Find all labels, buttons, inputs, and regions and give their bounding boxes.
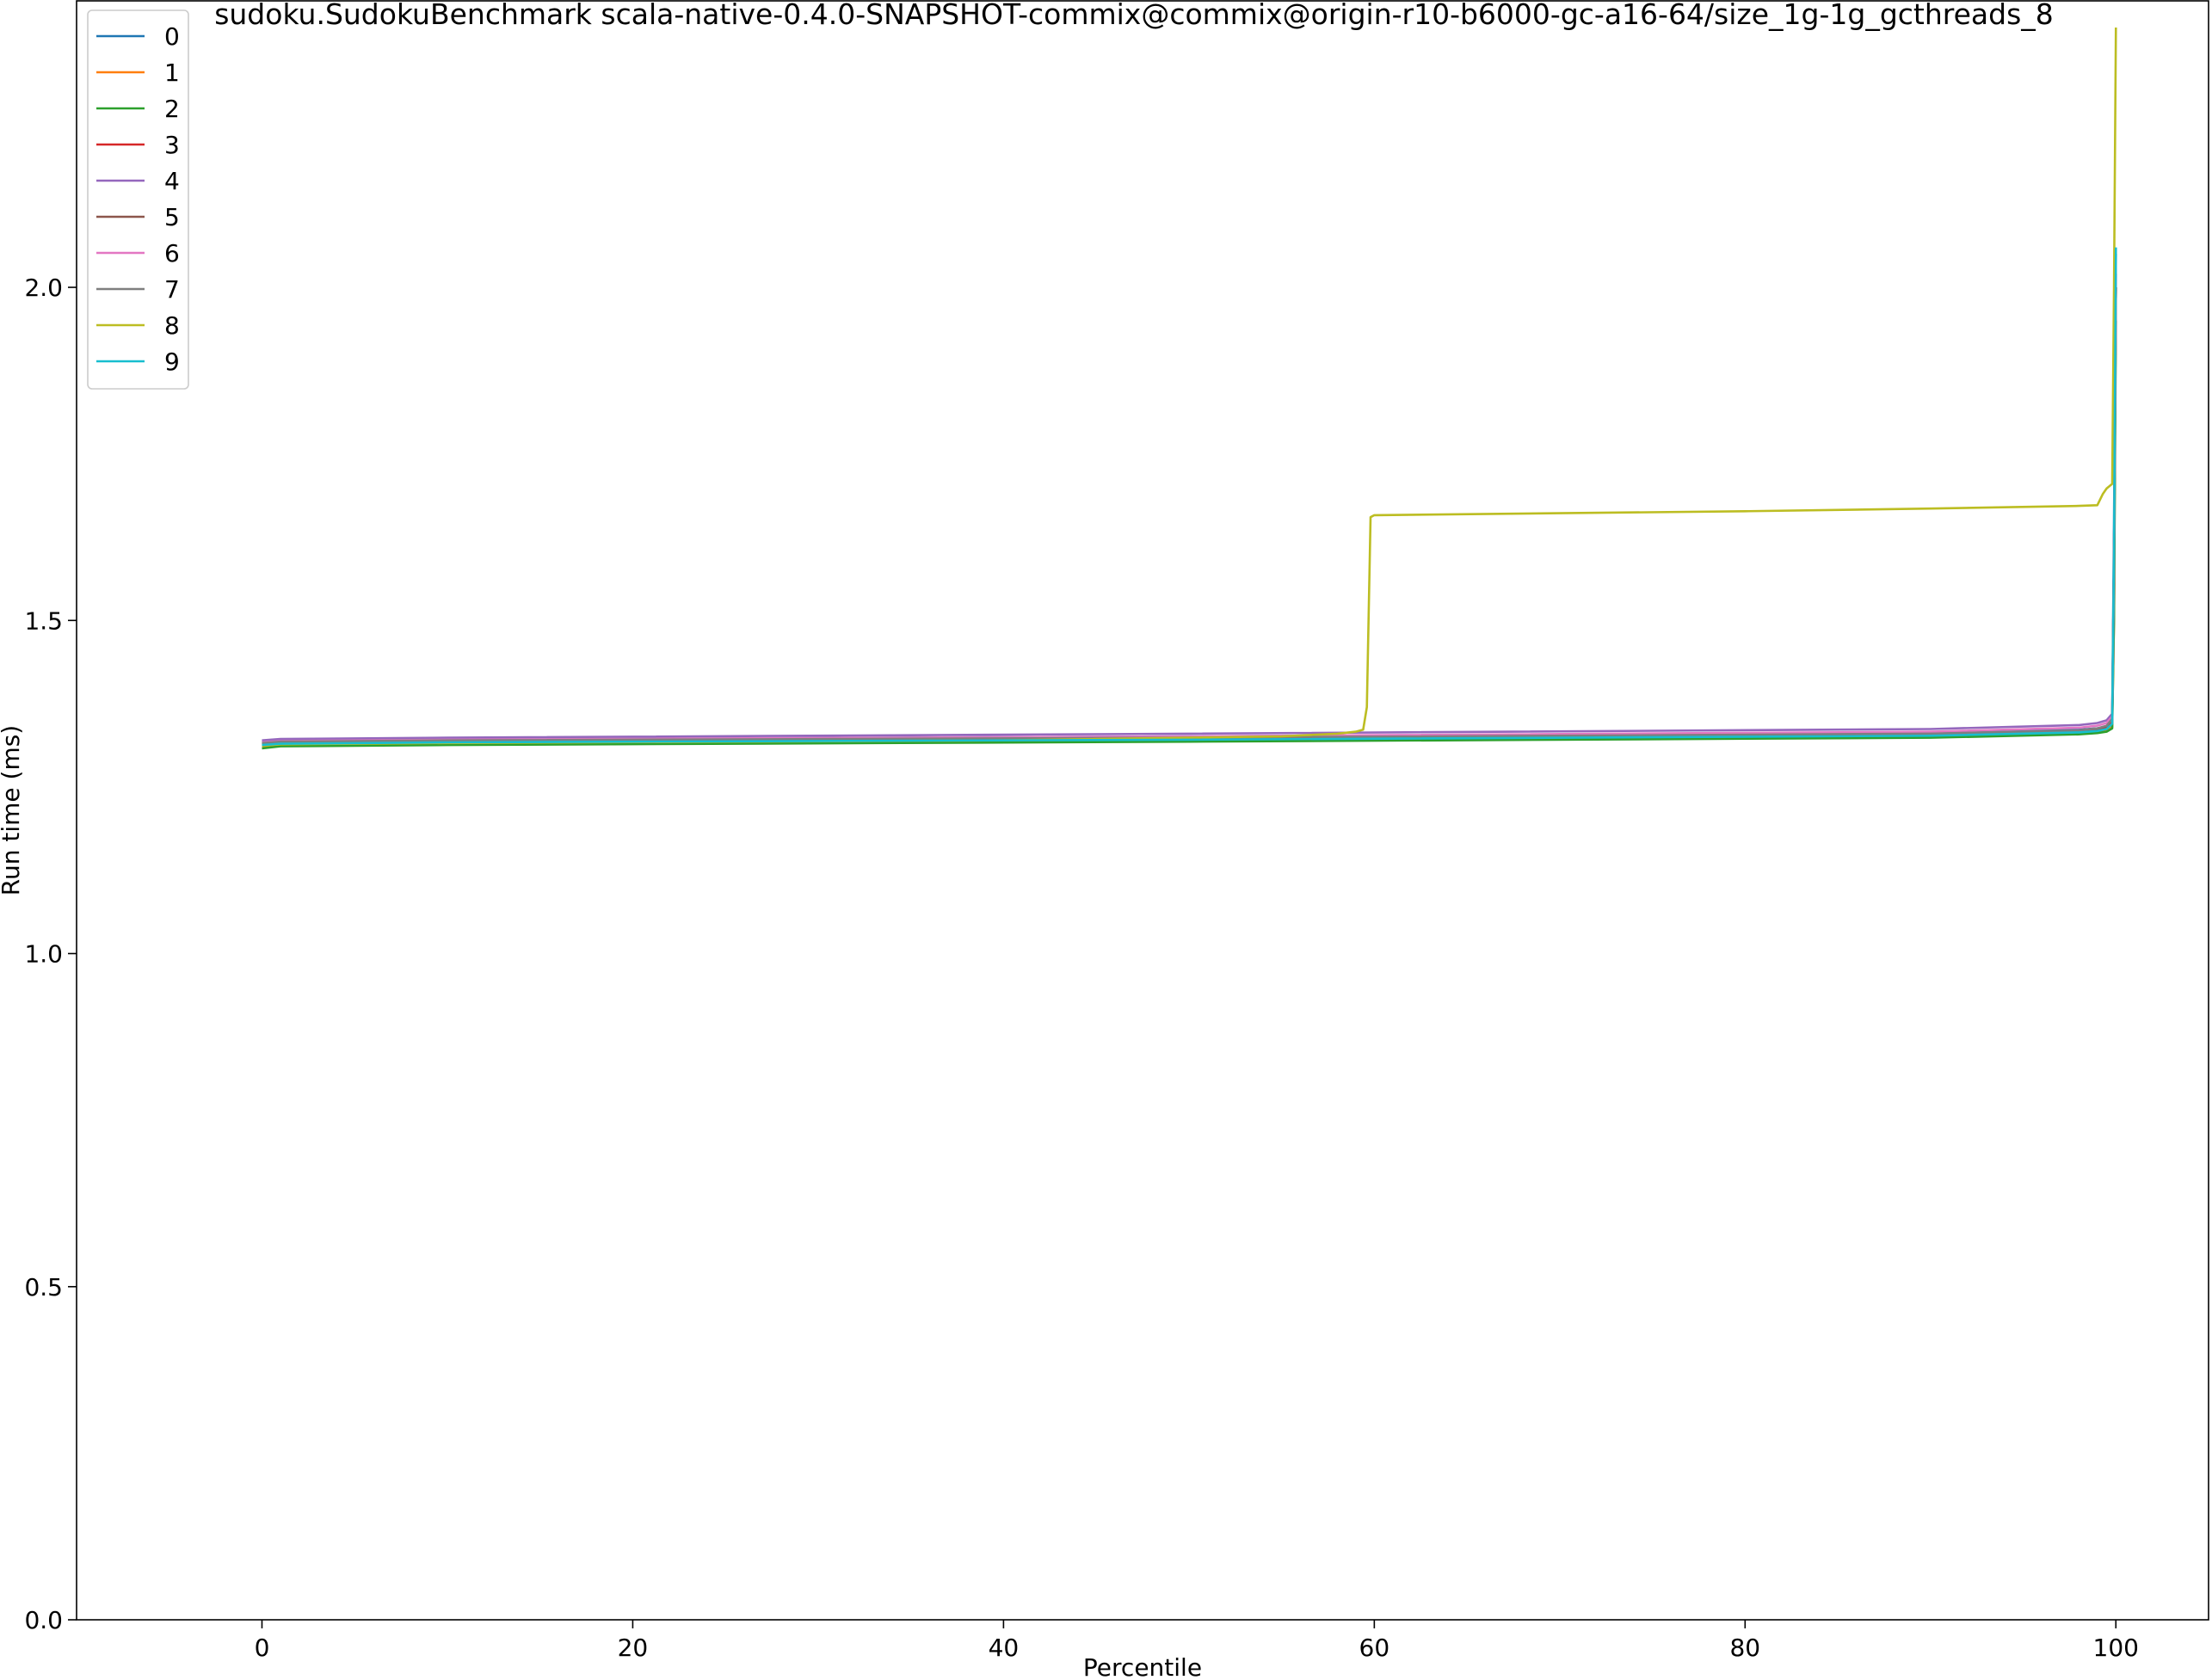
x-tick-label: 80 [1729,1634,1760,1662]
y-axis-ticks: 0.0 0.5 1.0 1.5 2.0 [24,274,77,1634]
legend-label-7: 7 [164,275,180,304]
legend-label-4: 4 [164,167,180,195]
legend-label-0: 0 [164,22,180,51]
y-tick-label: 0.0 [24,1606,63,1634]
legend-label-8: 8 [164,311,180,340]
x-axis-ticks: 0 20 40 60 80 100 [255,1620,2139,1662]
plot-lines [262,27,2117,750]
x-tick-label: 100 [2093,1634,2139,1662]
y-tick-label: 0.5 [24,1273,63,1302]
legend-box [87,9,189,390]
x-tick-label: 20 [618,1634,649,1662]
legend-label-1: 1 [164,58,180,87]
legend-label-3: 3 [164,131,180,159]
y-tick-label: 1.5 [24,606,63,635]
legend-label-5: 5 [164,203,180,231]
x-axis-label: Percentile [1083,1653,1202,1680]
legend-label-6: 6 [164,239,180,268]
series-line-9 [262,247,2117,747]
x-tick-label: 60 [1359,1634,1390,1662]
legend-label-2: 2 [164,95,180,123]
chart-title: sudoku.SudokuBenchmark scala-native-0.4.… [214,0,2054,31]
y-axis-label: Run time (ms) [0,725,25,895]
y-tick-label: 1.0 [24,940,63,969]
y-tick-label: 2.0 [24,274,63,302]
x-tick-label: 0 [255,1634,270,1662]
x-tick-label: 40 [989,1634,1020,1662]
axes-frame [76,0,2209,1621]
legend-label-9: 9 [164,348,180,376]
legend: 0 1 2 3 4 5 6 7 8 9 [87,9,189,390]
